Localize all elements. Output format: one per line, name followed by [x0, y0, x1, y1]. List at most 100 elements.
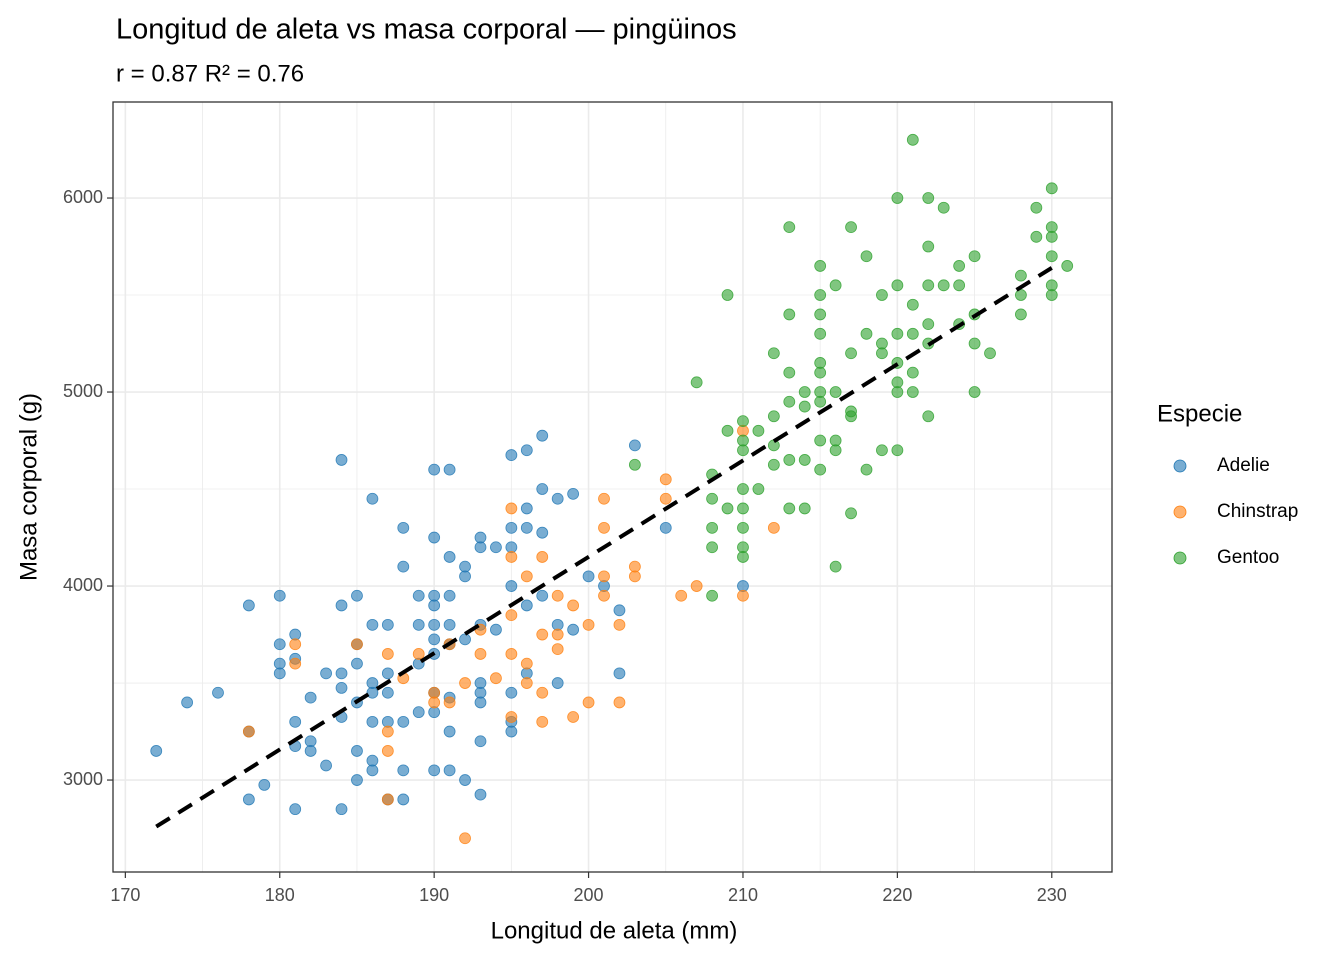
x-tick-label: 190 [419, 885, 449, 905]
data-point [381, 725, 394, 738]
data-point [520, 677, 533, 689]
data-point [891, 444, 904, 457]
data-point [551, 492, 564, 505]
data-point [613, 618, 626, 631]
data-point [598, 521, 610, 534]
legend-key [1173, 505, 1187, 519]
legend-label: Adelie [1217, 455, 1270, 476]
data-point [397, 521, 410, 534]
data-point [968, 250, 981, 263]
data-point [613, 604, 626, 617]
data-point [783, 366, 796, 379]
data-point [459, 633, 471, 646]
data-point [505, 686, 518, 699]
data-point [783, 308, 796, 321]
data-point [490, 541, 502, 554]
data-point [906, 386, 919, 398]
data-point [335, 454, 348, 466]
x-tick-label: 200 [574, 885, 604, 905]
data-point [721, 502, 734, 515]
data-point [366, 715, 379, 728]
data-point [937, 279, 950, 292]
data-point [783, 221, 796, 234]
data-point [567, 711, 580, 723]
data-point [320, 667, 332, 680]
data-point [459, 570, 471, 583]
fit-line [155, 266, 1053, 829]
data-point [505, 521, 518, 534]
data-point [304, 691, 317, 704]
y-tick-label: 3000 [63, 769, 103, 789]
data-point [613, 696, 626, 709]
data-point [428, 633, 441, 646]
data-point [829, 386, 842, 398]
data-point [428, 618, 441, 631]
data-point [289, 638, 302, 651]
data-point [551, 677, 564, 689]
data-point [814, 463, 827, 476]
data-point [675, 589, 688, 602]
data-point [443, 463, 456, 476]
data-point [706, 492, 718, 505]
data-point [659, 473, 672, 486]
data-point [891, 192, 904, 204]
data-point [953, 260, 966, 272]
data-point [474, 735, 487, 748]
data-point [1030, 230, 1043, 243]
data-point [551, 628, 564, 641]
data-point [798, 502, 811, 515]
x-tick-label: 220 [882, 885, 912, 905]
data-point [366, 618, 379, 631]
y-tick-label: 4000 [63, 575, 103, 595]
legend-label: Gentoo [1217, 547, 1279, 568]
data-point [690, 376, 703, 389]
data-point [443, 764, 456, 777]
data-point [737, 551, 749, 563]
data-point [567, 487, 580, 500]
data-point [505, 725, 518, 738]
data-point [181, 696, 194, 709]
data-point [412, 648, 425, 660]
data-point [968, 386, 981, 398]
data-point [520, 657, 533, 670]
x-tick-label: 180 [265, 885, 295, 905]
data-point [752, 483, 765, 495]
data-point [1015, 289, 1027, 301]
data-point [381, 648, 394, 660]
data-point [1045, 250, 1058, 263]
data-point [937, 201, 950, 214]
data-point [520, 521, 533, 534]
data-point [783, 395, 796, 408]
data-point [520, 444, 533, 457]
data-point [397, 764, 410, 777]
chart-title: Longitud de aleta vs masa corporal — pin… [116, 14, 737, 46]
data-point [366, 492, 379, 505]
data-point [737, 502, 749, 515]
data-point [922, 279, 935, 292]
data-point [335, 803, 348, 816]
data-point [490, 623, 502, 636]
x-tick-label: 230 [1037, 885, 1067, 905]
data-point [891, 386, 904, 398]
data-point [721, 424, 734, 437]
data-point [536, 551, 549, 563]
data-point [706, 521, 718, 534]
data-point [582, 696, 595, 709]
data-point [598, 589, 610, 602]
data-point [289, 715, 302, 728]
data-point [1061, 260, 1074, 272]
data-point [520, 570, 533, 583]
data-point [335, 681, 348, 694]
data-point [273, 667, 286, 680]
data-point [335, 667, 348, 680]
data-point [351, 638, 363, 651]
data-point [150, 745, 163, 757]
data-point [505, 551, 518, 563]
data-point [304, 745, 317, 757]
data-point [860, 463, 873, 476]
data-point [381, 793, 394, 806]
data-point [320, 759, 332, 772]
data-point [1015, 269, 1027, 282]
data-point [242, 599, 255, 612]
data-point [567, 623, 580, 636]
